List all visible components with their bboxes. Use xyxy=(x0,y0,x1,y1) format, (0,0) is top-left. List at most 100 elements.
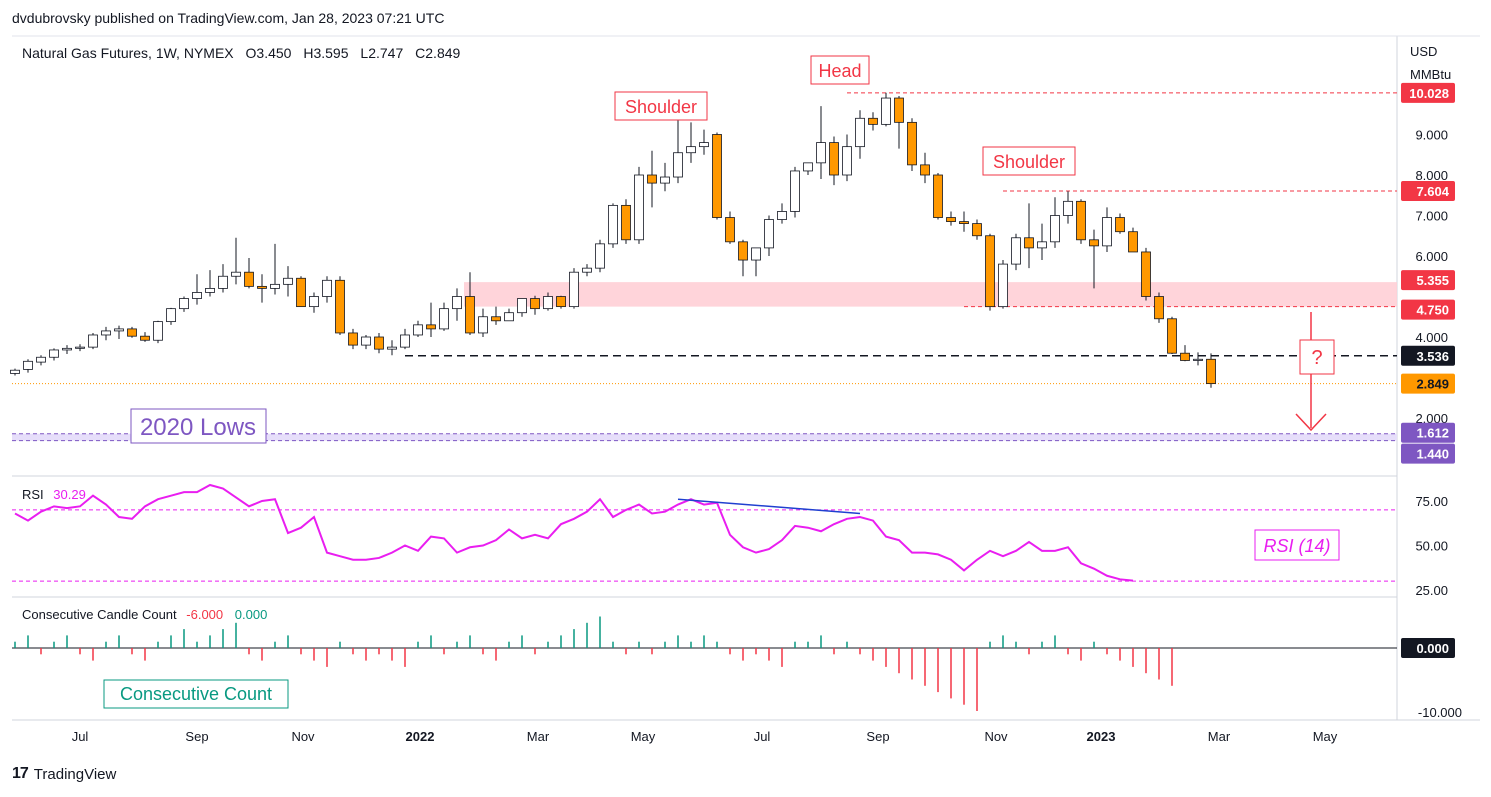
count-legend: Consecutive Candle Count -6.000 0.000 xyxy=(22,607,267,622)
candle-body xyxy=(881,97,891,125)
candle xyxy=(725,211,735,244)
candle xyxy=(569,268,579,309)
candle-body xyxy=(764,219,774,249)
candle xyxy=(205,270,215,297)
candle xyxy=(660,162,670,192)
legend-line: Natural Gas Futures, 1W, NYMEX O3.450 H3… xyxy=(22,45,461,61)
candle-body xyxy=(829,142,839,176)
candle xyxy=(296,276,306,308)
candle-body xyxy=(244,271,254,287)
candle xyxy=(1193,352,1203,366)
candle-body xyxy=(192,292,202,299)
lows-label-text: 2020 Lows xyxy=(140,414,256,441)
candle-body xyxy=(855,117,865,148)
candle xyxy=(361,334,371,350)
publish-line: dvdubrovsky published on TradingView.com… xyxy=(12,10,445,26)
candle xyxy=(322,276,332,303)
price-badge-text: 7.604 xyxy=(1416,184,1449,199)
candle xyxy=(803,162,813,175)
candle-body xyxy=(803,162,813,172)
candle xyxy=(127,326,137,338)
legend-o-value: 3.450 xyxy=(256,45,291,61)
right-shoulder-label: Shoulder xyxy=(982,146,1076,176)
candle-body xyxy=(257,285,267,289)
candle-body xyxy=(673,152,683,178)
candle-body xyxy=(595,243,605,269)
time-tick: Sep xyxy=(185,729,208,744)
tradingview-logo-icon: 17 xyxy=(12,765,29,782)
candle xyxy=(231,237,241,285)
candle xyxy=(465,272,475,335)
candle-body xyxy=(907,121,917,166)
candle xyxy=(855,110,865,159)
price-tick: 9.000 xyxy=(1415,128,1448,143)
candle-body xyxy=(660,176,670,184)
rsi-divergence-line xyxy=(677,498,861,515)
count-zero-badge: 0.000 xyxy=(1401,638,1455,658)
candle xyxy=(62,345,72,355)
tradingview-brand[interactable]: 17 TradingView xyxy=(12,765,116,783)
candle xyxy=(985,233,995,311)
candle-body xyxy=(114,328,124,332)
candle xyxy=(478,308,488,337)
candle-body xyxy=(712,134,722,218)
candle xyxy=(647,150,657,208)
time-tick: 2023 xyxy=(1087,729,1116,744)
candle xyxy=(10,368,20,376)
candle xyxy=(75,344,85,352)
candle xyxy=(1089,229,1099,289)
candle-body xyxy=(959,221,969,224)
candle-body xyxy=(998,263,1008,308)
time-tick: Mar xyxy=(527,729,550,744)
candle xyxy=(400,328,410,350)
candle xyxy=(1206,353,1216,388)
price-badge-text: 1.612 xyxy=(1416,426,1449,441)
time-tick: 2022 xyxy=(406,729,435,744)
legend-l-label: L xyxy=(360,45,368,61)
price-tick: 7.000 xyxy=(1415,209,1448,224)
candle xyxy=(673,120,683,184)
candle xyxy=(1141,247,1151,301)
price-badge-bg xyxy=(1401,82,1455,103)
candle xyxy=(413,320,423,337)
price-badge: 5.355 xyxy=(1401,270,1455,291)
candle xyxy=(1180,345,1190,362)
candle xyxy=(842,134,852,182)
candle-body xyxy=(335,279,345,334)
candle-body xyxy=(400,334,410,348)
time-tick: Nov xyxy=(984,729,1008,744)
candle xyxy=(166,307,176,325)
price-tick: 8.000 xyxy=(1415,168,1448,183)
candle xyxy=(192,274,202,305)
candle-body xyxy=(699,142,709,148)
candle-body xyxy=(686,146,696,154)
question-mark: ? xyxy=(1311,347,1322,369)
candle xyxy=(452,288,462,321)
candle-body xyxy=(1076,200,1086,241)
candle-body xyxy=(842,146,852,176)
candle-body xyxy=(608,204,618,245)
lows-label: 2020 Lows xyxy=(130,408,267,444)
price-badge: 2.849 xyxy=(1401,373,1455,394)
price-tick: 4.000 xyxy=(1415,330,1448,345)
candle xyxy=(543,292,553,311)
candle-body xyxy=(933,174,943,218)
rsi-name: RSI xyxy=(22,487,44,502)
candle-body xyxy=(1011,237,1021,265)
candle xyxy=(556,295,566,309)
count-label: Consecutive Count xyxy=(103,679,289,709)
candle xyxy=(36,355,46,366)
candle-body xyxy=(894,97,904,123)
candle-body xyxy=(751,247,761,261)
candle-body xyxy=(816,142,826,164)
candle-body xyxy=(738,241,748,261)
candle-body xyxy=(946,217,956,222)
candle-body xyxy=(101,330,111,336)
time-tick: May xyxy=(631,729,656,744)
candle-body xyxy=(634,174,644,241)
candle-body xyxy=(205,287,215,293)
count-name: Consecutive Candle Count xyxy=(22,607,177,622)
candle-body xyxy=(556,296,566,308)
time-tick: Jul xyxy=(72,729,89,744)
